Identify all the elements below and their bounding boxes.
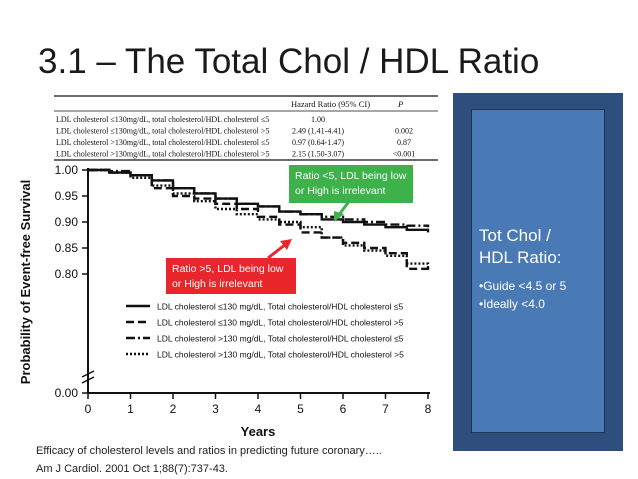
green-arrow-head (334, 211, 344, 222)
hazard-table: Hazard Ratio (95% CI) P LDL cholesterol … (54, 95, 438, 161)
table-header-p: P (397, 99, 403, 109)
callout-green: Ratio <5, LDL being low or High is irrel… (289, 165, 413, 203)
table-row-hr: 2.15 (1.50-3.07) (292, 150, 344, 159)
table-header-hr: Hazard Ratio (95% CI) (291, 99, 370, 109)
red-arrow-head (280, 239, 292, 250)
x-tick-label: 0 (85, 402, 92, 416)
series-line-3 (88, 168, 430, 228)
y-tick-label: 0.95 (55, 189, 79, 203)
side-panel: Tot Chol / HDL Ratio: •Guide <4.5 or 5 •… (453, 93, 623, 451)
y-tick-label: 0.85 (55, 241, 79, 255)
side-heading-line2: HDL Ratio: (479, 248, 562, 267)
axis-break-mark-1 (81, 370, 95, 378)
table-row-label: LDL cholesterol ≤130mg/dL, total cholest… (56, 127, 269, 136)
legend-entry: LDL cholesterol ≤130 mg/dL, Total choles… (157, 302, 403, 312)
x-tick-label: 5 (297, 402, 304, 416)
table-row-hr: 1.00 (311, 115, 325, 124)
side-panel-inner (471, 109, 605, 433)
axes (81, 168, 430, 394)
table-row-p: <0.001 (393, 150, 416, 159)
table-row-hr: 2.49 (1.41-4.41) (292, 127, 344, 136)
callout-green-line2: or High is irrelevant (295, 185, 386, 197)
table-row-label: LDL cholesterol ≤130mg/dL, total cholest… (56, 115, 269, 124)
y-tick-label-zero: 0.00 (55, 386, 79, 400)
side-panel-heading: Tot Chol / HDL Ratio: (479, 225, 562, 269)
callout-red-line2: or High is irrelevant (172, 278, 263, 290)
side-heading-line1: Tot Chol / (479, 226, 551, 245)
y-axis-label: Probability of Event-free Survival (18, 180, 33, 384)
x-tick-label: 1 (127, 402, 134, 416)
callout-green-line1: Ratio <5, LDL being low (295, 170, 407, 182)
table-row-label: LDL cholesterol >130mg/dL, total cholest… (56, 150, 270, 159)
red-callout-arrow (267, 242, 287, 260)
legend-entry: LDL cholesterol >130 mg/dL, Total choles… (157, 334, 404, 344)
x-tick-label: 6 (340, 402, 347, 416)
x-tick-label: 3 (212, 402, 219, 416)
x-tick-label: 2 (170, 402, 177, 416)
x-tick-label: 4 (255, 402, 262, 416)
x-axis-label: Years (241, 424, 276, 439)
table-row-hr: 0.97 (0.64-1.47) (292, 138, 344, 147)
x-tick-label: 8 (425, 402, 432, 416)
caption-title: Efficacy of cholesterol levels and ratio… (36, 445, 382, 457)
table-row-p: 0.002 (395, 127, 413, 136)
table-row-label: LDL cholesterol >130mg/dL, total cholest… (56, 138, 269, 147)
y-tick-label: 1.00 (55, 163, 79, 177)
y-tick-label: 0.90 (55, 215, 79, 229)
table-row-p: 0.87 (397, 138, 411, 147)
side-bullet-guide: •Guide <4.5 or 5 (479, 279, 567, 293)
axis-break-mark-2 (81, 376, 95, 384)
legend-entry: LDL cholesterol ≤130 mg/dL, Total choles… (157, 318, 404, 328)
y-tick-label: 0.80 (55, 267, 79, 281)
legend-entry: LDL cholesterol >130 mg/dL, Total choles… (157, 350, 404, 360)
slide-title: 3.1 – The Total Chol / HDL Ratio (38, 42, 540, 81)
callout-red-line1: Ratio >5, LDL being low (172, 263, 284, 275)
caption-citation: Am J Cardiol. 2001 Oct 1;88(7):737-43. (36, 463, 228, 475)
side-bullet-ideal: •Ideally <4.0 (479, 297, 545, 311)
x-tick-label: 7 (382, 402, 389, 416)
callout-red: Ratio >5, LDL being low or High is irrel… (166, 258, 296, 294)
